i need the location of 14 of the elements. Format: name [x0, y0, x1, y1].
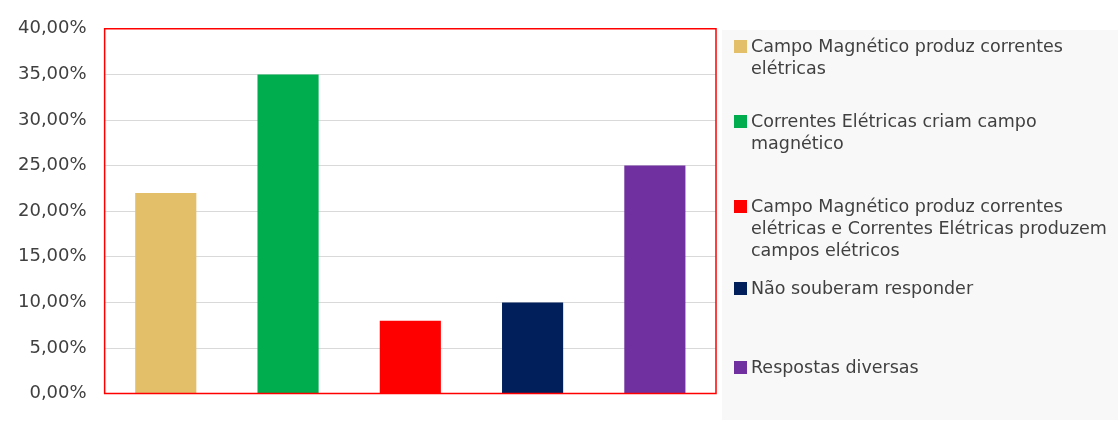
y-tick-label: 10,00% [17, 290, 87, 312]
y-tick-label: 40,00% [17, 16, 87, 38]
legend-label: Campo Magnético produz correntes elétricas e Correntes Elétricas produzem campos elétricos [751, 195, 1108, 261]
y-tick-label: 0,00% [29, 381, 87, 403]
y-tick-label: 30,00% [17, 107, 87, 129]
y-tick-label: 5,00% [29, 335, 87, 357]
legend-label: Correntes Elétricas criam campo magnético [751, 110, 1038, 154]
y-tick-label: 15,00% [17, 244, 87, 266]
legend-label: Não souberam responder [751, 277, 974, 299]
y-tick-label: 35,00% [17, 62, 87, 84]
y-tick-label: 25,00% [17, 153, 87, 175]
legend-label: Campo Magnético produz correntes elétricas [751, 35, 1064, 79]
y-tick-label: 20,00% [17, 198, 87, 220]
legend-label: Respostas diversas [751, 356, 919, 378]
